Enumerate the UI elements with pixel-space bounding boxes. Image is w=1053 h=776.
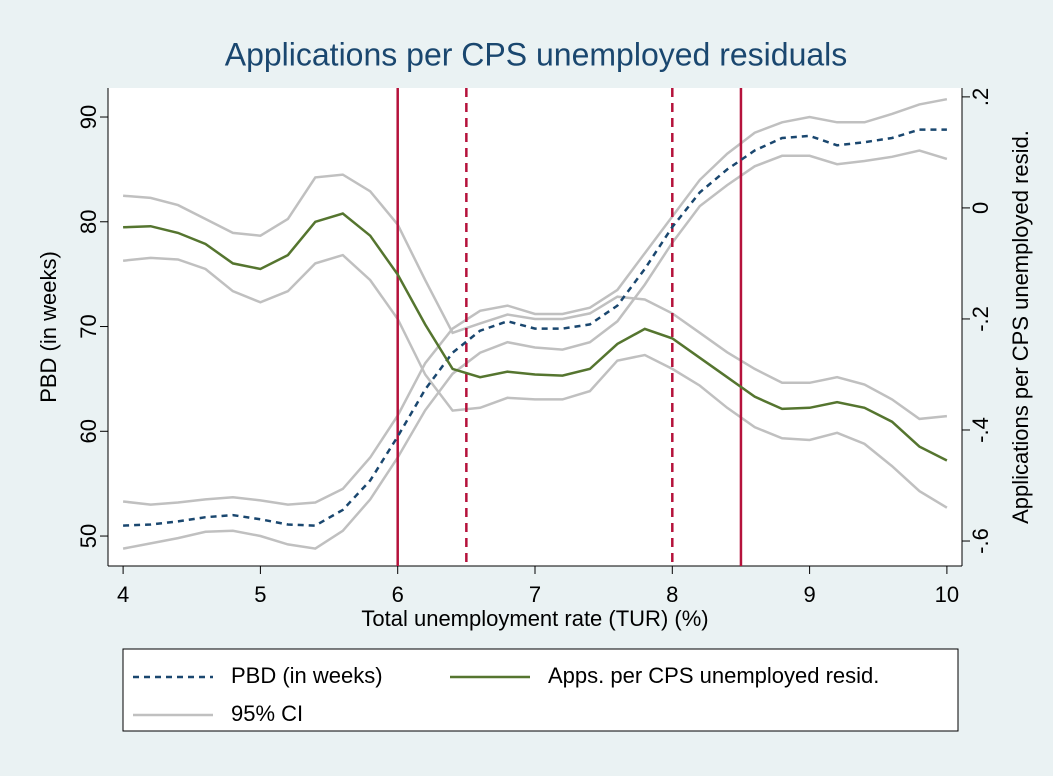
legend-label: PBD (in weeks) <box>231 663 383 688</box>
series-line <box>123 128 947 527</box>
ci-line <box>123 173 948 421</box>
y-tick-label: 50 <box>76 524 101 548</box>
x-tick-label: 5 <box>254 582 266 607</box>
x-tick-label: 7 <box>529 582 541 607</box>
ci-line <box>122 149 948 550</box>
y2-tick-label: -.4 <box>968 417 993 443</box>
x-tick-label: 10 <box>935 582 959 607</box>
legend-label: Apps. per CPS unemployed resid. <box>548 663 879 688</box>
ci-line <box>122 253 948 509</box>
x-tick-label: 4 <box>117 582 129 607</box>
ci-line <box>122 97 948 506</box>
legend-label: 95% CI <box>231 701 303 726</box>
y-tick-label: 60 <box>76 419 101 443</box>
plot-area <box>108 88 962 566</box>
x-tick-label: 9 <box>803 582 815 607</box>
x-tick-label: 6 <box>392 582 404 607</box>
y2-axis-title: Applications per CPS unemployed resid. <box>1008 130 1033 524</box>
y-tick-label: 90 <box>76 105 101 129</box>
y-axis-title: PBD (in weeks) <box>36 251 61 403</box>
y2-tick-label: -.2 <box>968 306 993 332</box>
chart-title: Applications per CPS unemployed residual… <box>225 36 848 72</box>
y2-tick-label: 0 <box>968 202 993 214</box>
x-axis-title: Total unemployment rate (TUR) (%) <box>361 606 708 631</box>
y-tick-label: 70 <box>76 314 101 338</box>
x-tick-label: 8 <box>666 582 678 607</box>
y2-tick-label: .2 <box>968 88 993 106</box>
y2-tick-label: -.6 <box>968 528 993 554</box>
y-tick-label: 80 <box>76 210 101 234</box>
series-line <box>123 212 948 462</box>
legend <box>122 648 959 732</box>
